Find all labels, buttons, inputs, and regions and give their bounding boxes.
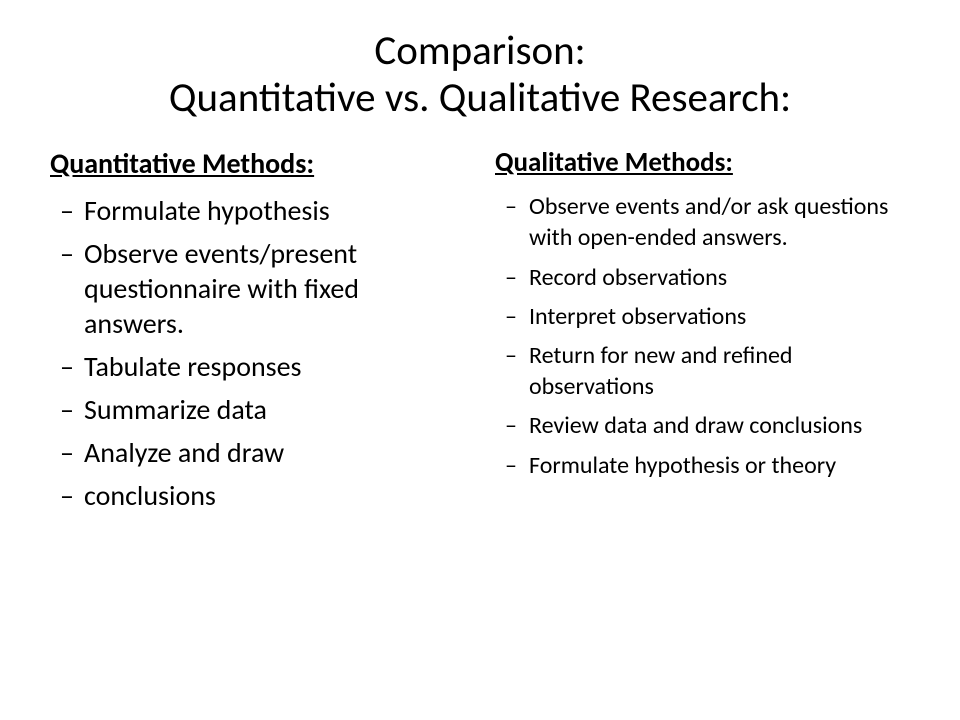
right-list: Observe events and/or ask questions with… [495, 191, 910, 481]
left-list: Formulate hypothesis Observe events/pres… [50, 193, 465, 513]
list-item: Observe events/present questionnaire wit… [50, 236, 465, 341]
list-item: Formulate hypothesis [50, 193, 465, 228]
slide: Comparison:Quantitative vs. Qualitative … [0, 0, 960, 720]
columns-container: Quantitative Methods: Formulate hypothes… [50, 146, 910, 521]
list-item: Interpret observations [495, 301, 910, 332]
list-item: Observe events and/or ask questions with… [495, 191, 910, 253]
list-item: Tabulate responses [50, 349, 465, 384]
right-column: Qualitative Methods: Observe events and/… [495, 146, 910, 521]
list-item: Summarize data [50, 392, 465, 427]
left-heading: Quantitative Methods: [50, 146, 465, 181]
left-column: Quantitative Methods: Formulate hypothes… [50, 146, 465, 521]
list-item: Formulate hypothesis or theory [495, 450, 910, 481]
list-item: Record observations [495, 262, 910, 293]
list-item: Review data and draw conclusions [495, 410, 910, 441]
list-item: conclusions [50, 478, 465, 513]
list-item: Return for new and refined observations [495, 340, 910, 402]
slide-title: Comparison:Quantitative vs. Qualitative … [50, 28, 910, 122]
right-heading: Qualitative Methods: [495, 146, 910, 179]
list-item: Analyze and draw [50, 435, 465, 470]
